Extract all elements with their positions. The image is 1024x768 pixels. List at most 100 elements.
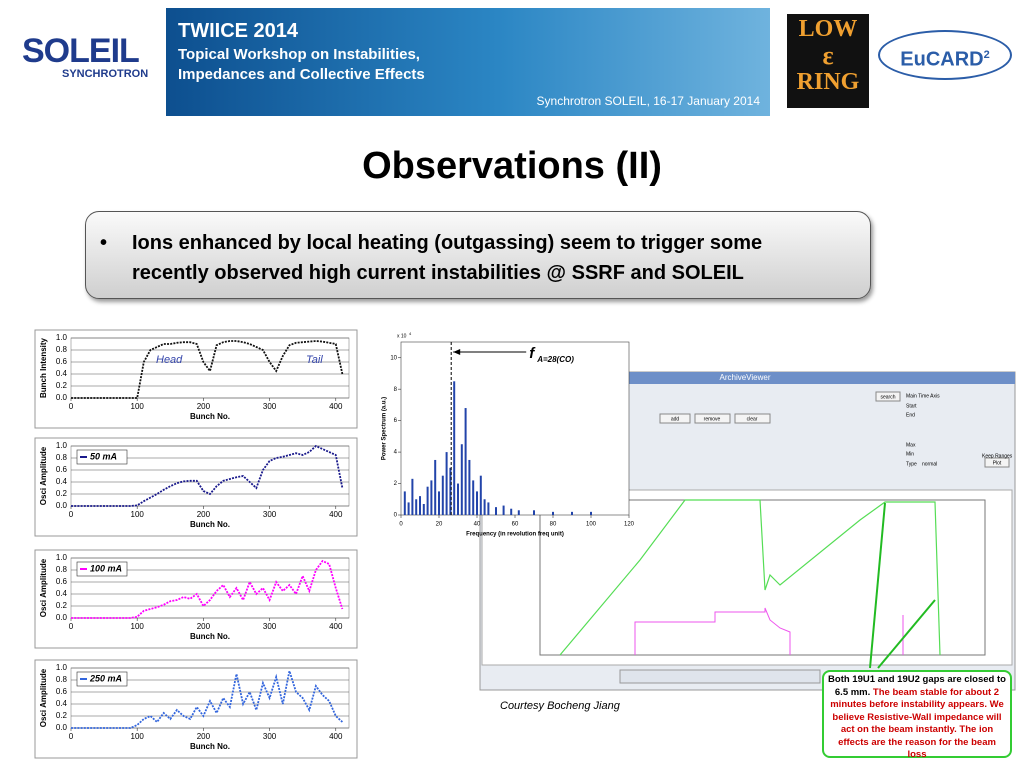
bar	[487, 502, 490, 515]
button[interactable]	[984, 457, 1010, 468]
legend-box	[76, 671, 128, 687]
credit: Courtesy Bocheng Jiang	[500, 700, 621, 712]
y-tick-label: 1.0	[56, 441, 68, 450]
toolbar	[619, 669, 821, 684]
bar	[434, 459, 437, 515]
bar	[438, 491, 440, 515]
bar	[590, 511, 592, 515]
x-axis-label: Bunch No.	[190, 742, 230, 751]
field-label: Min	[906, 451, 914, 457]
y-tick-label: 0.2	[56, 489, 68, 498]
pointer	[877, 599, 936, 669]
x-tick-label: 60	[512, 522, 519, 528]
bar	[407, 502, 410, 515]
button-label: search	[880, 394, 895, 400]
legend-box	[76, 561, 128, 577]
x-tick-label: 300	[263, 732, 277, 741]
y-tick-label: 0.8	[56, 345, 68, 354]
x-tick-label: 100	[131, 622, 145, 631]
eucard-logo: EuCARD2	[878, 30, 1012, 80]
x-tick-label: 400	[329, 510, 343, 519]
button[interactable]	[694, 413, 731, 424]
series-line	[71, 670, 343, 729]
button[interactable]	[734, 413, 771, 424]
x-tick-label: 120	[624, 522, 635, 528]
button-label: Plot	[993, 460, 1002, 466]
x-tick-label: 80	[550, 522, 557, 528]
x-tick-label: 100	[131, 732, 145, 741]
bar	[441, 475, 444, 515]
x-tick-label: 200	[197, 622, 211, 631]
y-tick-label: 0.8	[56, 453, 68, 462]
y-multiplier-exp: 4	[409, 331, 412, 336]
x-axis-label: Bunch No.	[190, 412, 230, 421]
banner-title: TWIICE 2014	[178, 20, 299, 42]
bar	[571, 511, 573, 515]
legend-box	[76, 449, 128, 465]
button-label: add	[671, 416, 680, 422]
x-tick-label: 0	[69, 732, 74, 741]
button[interactable]	[875, 391, 901, 402]
y-tick-label: 0.0	[56, 501, 68, 510]
bar	[472, 480, 475, 515]
y-tick-label: 0.2	[56, 381, 68, 390]
field-label: Type	[906, 461, 917, 467]
x-axis-label: Frequency (in revolution freq unit)	[466, 532, 564, 538]
banner-line: Topical Workshop on Instabilities,	[178, 46, 420, 63]
trace	[634, 607, 791, 655]
screenshot: ArchiveViewer search add remove clear Pl…	[479, 371, 1016, 691]
field-label: Max	[906, 442, 916, 448]
bar	[403, 491, 406, 515]
bar	[426, 486, 429, 515]
field-label: normal	[922, 461, 937, 467]
y-tick-label: 1.0	[56, 663, 68, 672]
x-tick-label: 200	[197, 732, 211, 741]
note-text: Both 19U1 and 19U2 gaps are closed to 6.…	[828, 674, 1006, 698]
x-tick-label: 400	[329, 732, 343, 741]
bar	[552, 511, 554, 515]
y-tick-label: 0.0	[56, 723, 68, 732]
y-tick-label: 0.8	[56, 675, 68, 684]
bar	[495, 507, 497, 515]
field-label: Start	[906, 403, 917, 409]
bar	[411, 478, 414, 515]
y-tick-label: 0.4	[56, 477, 68, 486]
field-label: Keep Ranges	[982, 453, 1013, 459]
bar	[453, 381, 456, 515]
x-tick-label: 100	[131, 510, 145, 519]
bar	[460, 444, 463, 515]
eucard-text: EuCARD	[900, 48, 984, 71]
y-tick-label: 0.2	[56, 711, 68, 720]
y-tick-label: 0.4	[56, 699, 68, 708]
x-tick-label: 300	[263, 622, 277, 631]
plot-area	[539, 499, 986, 656]
bar	[510, 508, 513, 515]
ring-text: RING	[796, 69, 860, 95]
note-text: The beam stable for about 2 minutes befo…	[830, 686, 1004, 761]
bar	[533, 510, 535, 515]
arrow-head	[453, 349, 461, 355]
y-tick-label: 1.0	[56, 333, 68, 342]
y-tick-label: 8	[394, 387, 398, 393]
y-axis-label: Osci Amplitude	[39, 668, 48, 727]
banner-venue: Synchrotron SOLEIL, 16-17 January 2014	[536, 94, 760, 108]
y-tick-label: 0.6	[56, 577, 68, 586]
button[interactable]	[659, 413, 691, 424]
x-axis-label: Bunch No.	[190, 520, 230, 529]
y-tick-label: 0.4	[56, 589, 68, 598]
bar	[457, 483, 459, 515]
x-tick-label: 100	[586, 522, 597, 528]
ring-logo: LOW ε RING	[787, 14, 869, 108]
x-tick-label: 20	[436, 522, 443, 528]
bar	[415, 499, 418, 515]
x-tick-label: 200	[197, 510, 211, 519]
y-tick-label: 0.0	[56, 613, 68, 622]
legend-label: 50 mA	[90, 451, 117, 461]
bar	[468, 459, 471, 515]
legend-label: 100 mA	[90, 563, 122, 573]
slide-title: Observations (II)	[362, 145, 662, 187]
y-tick-label: 2	[394, 481, 398, 487]
y-tick-label: 0	[394, 513, 398, 519]
